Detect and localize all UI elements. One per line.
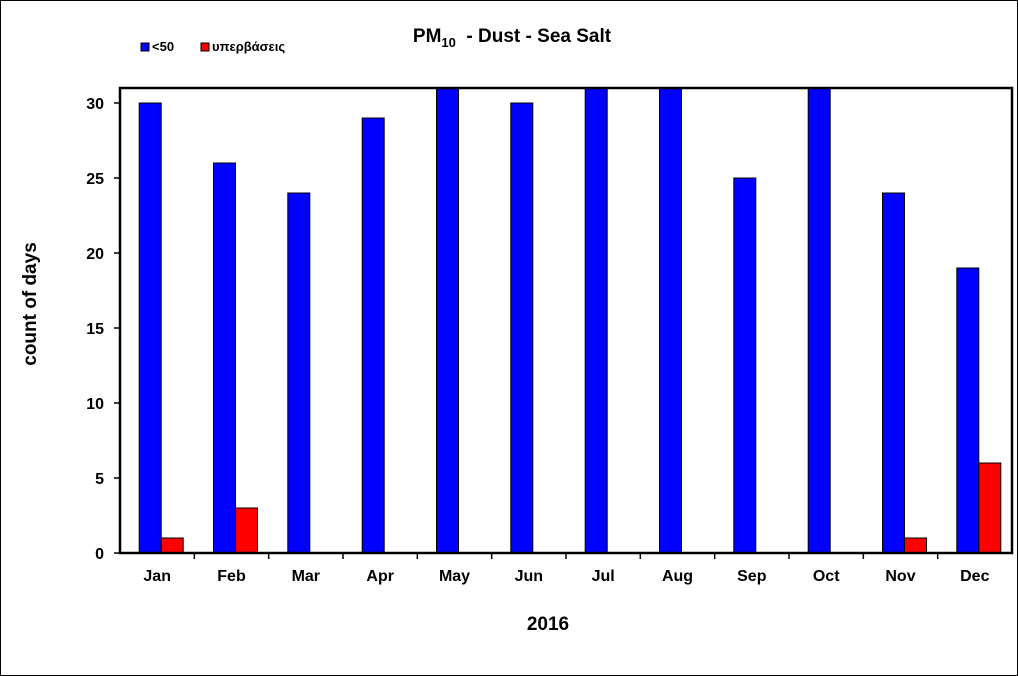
bar-series-1-may [436, 87, 459, 554]
y-tick-label: 20 [86, 246, 104, 263]
y-tick-label: 25 [86, 171, 104, 188]
legend-label-series-2: υπερβάσεις [212, 39, 285, 54]
legend-label-series-1: <50 [152, 39, 174, 54]
bar-series-1-sep [733, 177, 757, 554]
y-tick-label: 30 [86, 96, 104, 113]
x-tick-label: Nov [885, 568, 915, 585]
bar-series-2-dec [978, 462, 1002, 554]
x-tick-label: May [439, 568, 470, 585]
bar-series-2-nov [904, 537, 927, 554]
bar-series-1-oct [807, 87, 831, 554]
bars [138, 87, 1002, 554]
bar-series-1-jun [510, 102, 534, 554]
bar-series-1-aug [659, 87, 682, 554]
chart-title: PM10 - Dust - Sea Salt [413, 26, 612, 50]
x-axis-title: 2016 [527, 614, 569, 635]
x-axis: Jan Feb Mar Apr May Jun Jul Aug Sep Oct Nov Dec [143, 553, 990, 585]
chart-title-main: PM [413, 26, 442, 47]
x-tick-label: Oct [813, 568, 840, 585]
plot-border [118, 86, 1014, 555]
y-tick-label: 10 [86, 396, 104, 413]
legend: <50 υπερβάσεις [140, 39, 285, 54]
legend-swatch-series-1 [140, 42, 150, 52]
bar-series-1-dec [956, 267, 980, 554]
y-tick-label: 15 [86, 321, 104, 338]
chart-title-rest: - Dust - Sea Salt [456, 26, 612, 47]
plot-area [118, 86, 1014, 555]
x-tick-label: Jul [592, 568, 615, 585]
bar-series-1-jan [138, 102, 162, 554]
y-axis: 0 5 10 15 20 25 30 [86, 96, 120, 563]
x-tick-label: Mar [292, 568, 320, 585]
x-tick-label: Apr [366, 568, 394, 585]
x-tick-label: Jan [143, 568, 171, 585]
x-tick-label: Aug [662, 568, 693, 585]
x-tick-label: Dec [960, 568, 989, 585]
x-tick-label: Sep [737, 568, 767, 585]
x-tick-label: Feb [217, 568, 246, 585]
y-tick-label: 5 [95, 471, 104, 488]
bar-series-2-feb [235, 507, 258, 554]
y-axis-title: count of days [20, 242, 41, 366]
bar-series-1-mar [287, 192, 311, 554]
bar-series-1-apr [361, 117, 385, 554]
legend-swatch-series-2 [200, 42, 210, 52]
x-tick-label: Jun [515, 568, 543, 585]
bar-series-2-jan [160, 537, 184, 554]
chart-title-subscript: 10 [441, 35, 455, 50]
bar-series-1-nov [882, 192, 905, 554]
bar-series-1-jul [584, 87, 608, 554]
y-tick-label: 0 [95, 546, 104, 563]
bar-series-1-feb [213, 162, 236, 554]
